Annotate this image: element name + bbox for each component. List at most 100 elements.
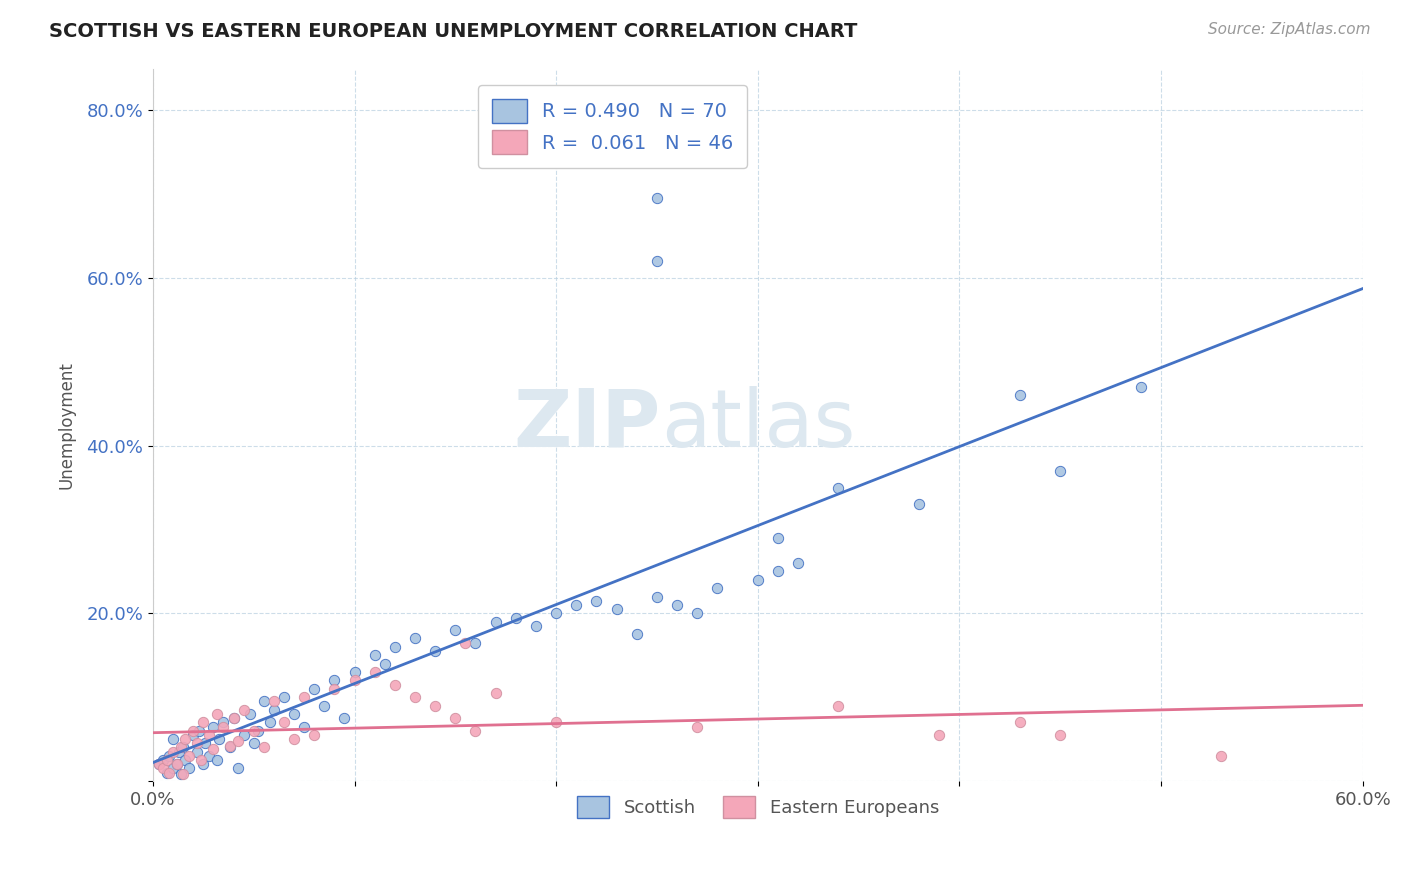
Point (1008, 715, 1031, 730)
Point (198, 748, 221, 763)
Point (232, 703, 254, 717)
Point (152, 761, 174, 775)
Point (156, 765, 179, 780)
Point (302, 681, 325, 696)
Point (787, 556, 810, 570)
Point (645, 590, 668, 604)
Point (384, 677, 406, 691)
Point (425, 644, 447, 658)
Point (464, 723, 486, 738)
Point (152, 753, 174, 767)
Point (172, 767, 194, 781)
Point (181, 728, 204, 742)
Point (162, 732, 184, 747)
Point (218, 740, 240, 755)
Point (645, 254, 668, 268)
Point (343, 673, 366, 688)
Point (174, 753, 197, 767)
Point (686, 719, 709, 733)
Point (292, 690, 315, 705)
Point (1049, 464, 1071, 478)
Point (747, 573, 769, 587)
Point (186, 736, 208, 750)
Point (181, 723, 204, 738)
Point (585, 594, 607, 608)
Point (148, 757, 170, 772)
Point (179, 748, 201, 763)
Point (706, 581, 728, 595)
Point (323, 673, 346, 688)
Point (253, 740, 276, 755)
Point (259, 715, 281, 730)
Point (226, 761, 249, 775)
Point (827, 481, 849, 495)
Point (464, 636, 486, 650)
Point (186, 745, 208, 759)
Point (374, 657, 396, 671)
Point (363, 648, 385, 663)
Legend: Scottish, Eastern Europeans: Scottish, Eastern Europeans (569, 789, 946, 825)
Point (148, 757, 170, 772)
Point (454, 636, 477, 650)
Point (505, 610, 527, 624)
Point (827, 698, 849, 713)
Point (314, 698, 336, 713)
Point (193, 715, 215, 730)
Point (166, 757, 188, 772)
Point (157, 748, 180, 763)
Point (546, 715, 568, 730)
Point (198, 728, 221, 742)
Point (242, 736, 264, 750)
Y-axis label: Unemployment: Unemployment (58, 361, 75, 489)
Point (212, 715, 235, 730)
Point (485, 686, 508, 700)
Point (404, 632, 426, 646)
Point (263, 694, 285, 708)
Text: atlas: atlas (661, 385, 855, 464)
Point (1049, 728, 1071, 742)
Point (166, 757, 188, 772)
Point (302, 728, 325, 742)
Point (766, 531, 789, 545)
Point (246, 723, 269, 738)
Point (218, 739, 240, 753)
Text: Source: ZipAtlas.com: Source: ZipAtlas.com (1208, 22, 1371, 37)
Text: SCOTTISH VS EASTERN EUROPEAN UNEMPLOYMENT CORRELATION CHART: SCOTTISH VS EASTERN EUROPEAN UNEMPLOYMEN… (49, 22, 858, 41)
Point (222, 711, 245, 725)
Point (444, 623, 467, 637)
Point (425, 698, 447, 713)
Point (1211, 748, 1233, 763)
Point (273, 690, 295, 705)
Point (226, 733, 249, 747)
Point (207, 706, 229, 721)
Point (444, 711, 467, 725)
Point (273, 715, 295, 730)
Point (606, 602, 628, 616)
Point (202, 719, 225, 733)
Point (292, 719, 315, 733)
Point (363, 665, 385, 679)
Point (283, 706, 305, 721)
Point (928, 728, 950, 742)
Point (263, 703, 285, 717)
Point (323, 681, 346, 696)
Point (343, 665, 366, 679)
Point (188, 723, 211, 738)
Point (645, 191, 668, 205)
Point (170, 767, 193, 781)
Point (162, 745, 184, 759)
Point (686, 607, 709, 621)
Point (172, 740, 194, 755)
Point (167, 745, 190, 759)
Point (239, 706, 262, 721)
Point (207, 753, 229, 767)
Point (179, 761, 201, 775)
Point (193, 757, 215, 772)
Point (546, 607, 568, 621)
Text: ZIP: ZIP (513, 385, 661, 464)
Point (333, 711, 356, 725)
Point (194, 736, 217, 750)
Point (485, 615, 508, 629)
Point (1129, 380, 1152, 394)
Point (384, 640, 406, 654)
